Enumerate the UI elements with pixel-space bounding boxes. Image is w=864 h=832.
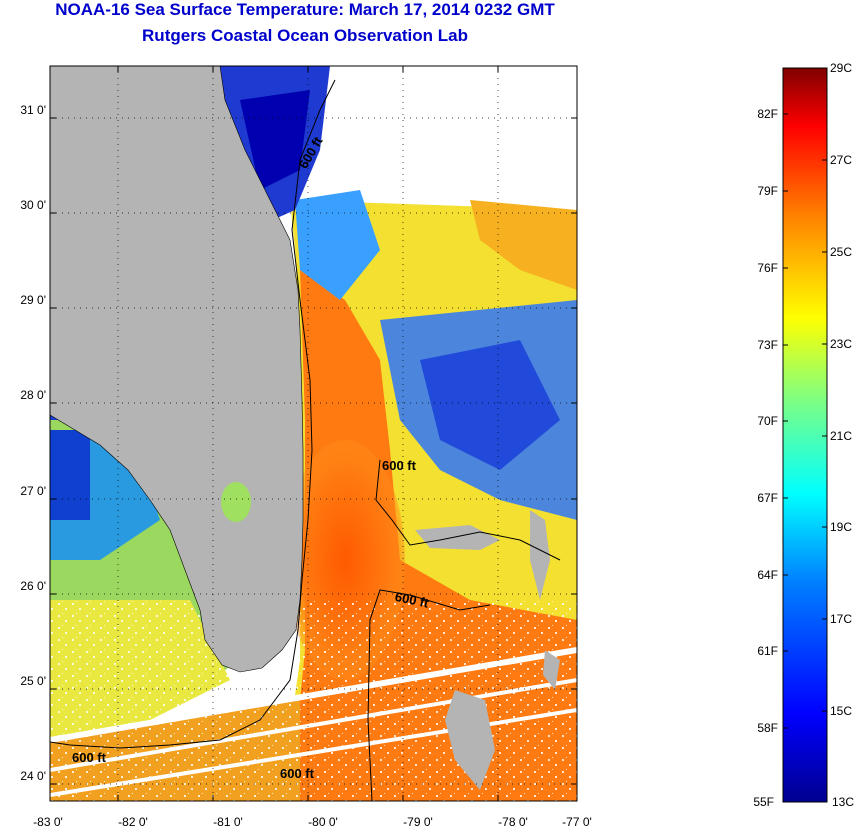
map-grid <box>50 66 577 801</box>
lat-tick-label: 25 0' <box>20 674 46 688</box>
isobath-600ft-andros <box>367 589 491 801</box>
colorbar-celsius-label: 21C <box>830 429 853 443</box>
colorbar-fahrenheit-label: 64F <box>757 568 778 582</box>
colorbar-celsius-label: 25C <box>830 245 853 259</box>
colorbar-fahrenheit-label: 55F <box>753 795 774 809</box>
colorbar-fahrenheit-label: 76F <box>757 261 778 275</box>
colorbar-celsius-label: 17C <box>830 612 853 626</box>
map-frame <box>49 65 578 802</box>
lon-tick-label: -82 0' <box>118 815 148 829</box>
lat-tick-label: 30 0' <box>20 198 46 212</box>
contour-label-600ft: 600 ft <box>280 766 315 781</box>
colorbar <box>782 67 828 803</box>
lat-tick-label: 24 0' <box>20 769 46 783</box>
swath-gap-1 <box>50 647 577 743</box>
lat-tick-label: 27 0' <box>20 484 46 498</box>
warm-northeast <box>470 200 577 290</box>
cool-core-patch <box>420 340 560 470</box>
colorbar-celsius-label: 13C <box>832 795 855 809</box>
cold-coastal-core <box>240 90 310 190</box>
colorbar-fahrenheit-label: 61F <box>757 644 778 658</box>
colorbar-fahrenheit-label: 82F <box>757 107 778 121</box>
lon-tick-label: -80 0' <box>308 815 338 829</box>
lon-tick-label: -79 0' <box>403 815 433 829</box>
page-title: NOAA-16 Sea Surface Temperature: March 1… <box>55 0 555 19</box>
andros-land <box>445 690 495 790</box>
colorbar-fahrenheit-label: 67F <box>757 491 778 505</box>
lake-okeechobee <box>221 482 251 522</box>
colorbar-celsius-label: 29C <box>830 61 853 75</box>
colorbar-celsius-label: 19C <box>830 520 853 534</box>
lat-tick-label: 26 0' <box>20 579 46 593</box>
data-noise <box>50 600 577 801</box>
lon-tick-label: -78 0' <box>498 815 528 829</box>
map-tick-marks <box>50 66 577 801</box>
cool-northern-shelf <box>295 190 380 300</box>
colorbar-celsius-label: 23C <box>830 337 853 351</box>
lat-tick-label: 31 0' <box>20 103 46 117</box>
isobath-600ft-grand-bahama <box>375 459 561 561</box>
lon-tick-label: -83 0' <box>33 815 63 829</box>
contour-label-600ft: 600 ft <box>72 750 107 765</box>
colorbar-fahrenheit-label: 79F <box>757 184 778 198</box>
colorbar-celsius-label: 15C <box>830 704 853 718</box>
colorbar-fahrenheit-label: 58F <box>757 721 778 735</box>
isobath-600ft-florida <box>50 79 336 749</box>
contour-label-600ft: 600 ft <box>382 458 417 473</box>
lon-tick-label: -77 0' <box>562 815 592 829</box>
contour-label-600ft: 600 ft <box>394 589 431 611</box>
colorbar-fahrenheit-label: 70F <box>757 414 778 428</box>
new-providence-land <box>543 650 560 690</box>
lat-tick-label: 28 0' <box>20 388 46 402</box>
grand-bahama-land <box>415 525 500 550</box>
lon-tick-label: -81 0' <box>213 815 243 829</box>
page-subtitle: Rutgers Coastal Ocean Observation Lab <box>142 26 468 45</box>
colorbar-celsius-label: 27C <box>830 153 853 167</box>
gulf-cold-edge <box>50 430 90 520</box>
sst-map <box>50 66 577 801</box>
abaco-land <box>530 510 550 600</box>
lat-tick-label: 29 0' <box>20 293 46 307</box>
colorbar-ticks <box>783 113 827 729</box>
colorbar-fahrenheit-label: 73F <box>757 338 778 352</box>
